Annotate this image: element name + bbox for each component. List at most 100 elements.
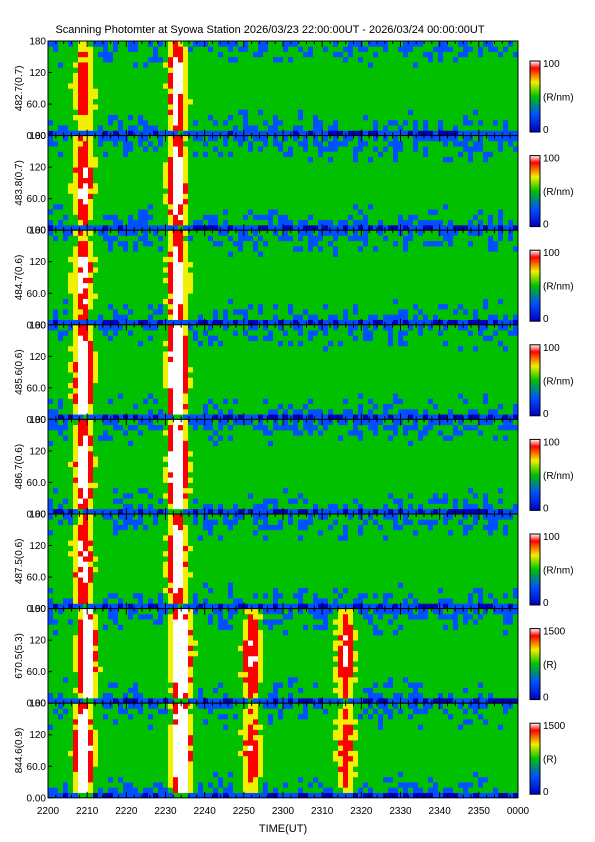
y-tick-label: 180 bbox=[29, 699, 46, 710]
colorbar-max-label: 100 bbox=[543, 248, 560, 259]
x-axis: 2200 2210 2220 2230 2240 2250 2300 2310 2320 2330… bbox=[37, 806, 530, 817]
colorbar bbox=[529, 533, 541, 606]
colorbar-unit-label: (R/nm) bbox=[543, 93, 574, 104]
x-tick-label: 2200 bbox=[37, 806, 60, 817]
colorbar-unit-label: (R) bbox=[543, 660, 557, 671]
x-tick-label: 2330 bbox=[389, 806, 412, 817]
panel-1: 0.00 60.0 120 180 482.7(0.7) 100 0 (R/nm) bbox=[14, 37, 574, 143]
colorbar bbox=[529, 722, 541, 795]
x-tick-label: 2240 bbox=[194, 806, 217, 817]
panel-6: 0.00 60.0 120 180 487.5(0.6) 100 0 (R/nm) bbox=[14, 510, 574, 616]
intensity-cells bbox=[48, 41, 519, 136]
colorbar-unit-label: (R/nm) bbox=[543, 376, 574, 387]
y-tick-label: 120 bbox=[29, 257, 46, 268]
y-tick-label: 0.00 bbox=[27, 793, 47, 804]
x-tick-label: 2310 bbox=[311, 806, 334, 817]
colorbar-max-label: 100 bbox=[543, 154, 560, 165]
colorbar bbox=[529, 628, 541, 701]
colorbar bbox=[529, 438, 541, 511]
colorbar-unit-label: (R/nm) bbox=[543, 471, 574, 482]
colorbar bbox=[529, 249, 541, 322]
panel-ylabel: 485.6(0.6) bbox=[14, 349, 25, 395]
colorbar-min-label: 0 bbox=[543, 125, 549, 136]
intensity-cells bbox=[48, 135, 519, 231]
colorbar-max-label: 100 bbox=[543, 59, 560, 70]
colorbar-max-label: 100 bbox=[543, 437, 560, 448]
y-tick-label: 60.0 bbox=[27, 100, 47, 111]
colorbar bbox=[529, 60, 541, 133]
y-tick-label: 180 bbox=[29, 320, 46, 331]
panel-7: 0.00 60.0 120 180 670.5(5.3) 1500 0 (R) bbox=[14, 604, 566, 710]
panel-4: 0.00 60.0 120 180 485.6(0.6) 100 0 (R/nm) bbox=[14, 320, 574, 426]
panel-8: 0.00 60.0 120 180 844.6(0.9) 1500 0 (R) bbox=[14, 699, 566, 805]
panel-2: 0.00 60.0 120 180 483.8(0.7) 100 0 (R/nm) bbox=[14, 131, 574, 237]
x-tick-label: 2320 bbox=[350, 806, 373, 817]
colorbar-min-label: 0 bbox=[543, 503, 549, 514]
x-axis-label: TIME(UT) bbox=[259, 823, 307, 835]
panel-5: 0.00 60.0 120 180 486.7(0.6) 100 0 (R/nm) bbox=[14, 415, 574, 521]
panel-ylabel: 487.5(0.6) bbox=[14, 539, 25, 585]
intensity-cells bbox=[48, 514, 519, 609]
x-tick-label: 2230 bbox=[154, 806, 177, 817]
colorbar-unit-label: (R/nm) bbox=[543, 187, 574, 198]
y-tick-label: 0.00 bbox=[27, 415, 47, 426]
y-tick-label: 0.00 bbox=[27, 699, 47, 710]
colorbar-max-label: 100 bbox=[543, 532, 560, 543]
colorbar-max-label: 1500 bbox=[543, 627, 566, 638]
y-tick-label: 60.0 bbox=[27, 194, 47, 205]
panel-ylabel: 484.7(0.6) bbox=[14, 255, 25, 301]
x-tick-label: 2220 bbox=[115, 806, 138, 817]
intensity-cells bbox=[48, 419, 519, 515]
colorbar-max-label: 1500 bbox=[543, 721, 566, 732]
y-tick-label: 180 bbox=[29, 131, 46, 142]
panel-ylabel: 483.8(0.7) bbox=[14, 160, 25, 206]
y-tick-label: 60.0 bbox=[27, 762, 47, 773]
panel-ylabel: 482.7(0.7) bbox=[14, 66, 25, 112]
y-tick-label: 180 bbox=[29, 604, 46, 615]
y-tick-label: 0.00 bbox=[27, 131, 47, 142]
panel-ylabel: 670.5(5.3) bbox=[14, 633, 25, 679]
y-tick-label: 0.00 bbox=[27, 320, 47, 331]
y-tick-label: 0.00 bbox=[27, 510, 47, 521]
colorbar bbox=[529, 344, 541, 417]
x-tick-label: 2250 bbox=[233, 806, 256, 817]
y-tick-label: 60.0 bbox=[27, 289, 47, 300]
panel-ylabel: 486.7(0.6) bbox=[14, 444, 25, 490]
colorbar-max-label: 100 bbox=[543, 343, 560, 354]
panels-group: 0.00 60.0 120 180 482.7(0.7) 100 0 (R/nm) 0.00 60… bbox=[14, 37, 574, 805]
y-tick-label: 120 bbox=[29, 352, 46, 363]
chart-title: Scanning Photomter at Syowa Station 2026… bbox=[55, 24, 485, 36]
y-tick-label: 120 bbox=[29, 446, 46, 457]
y-tick-label: 120 bbox=[29, 636, 46, 647]
intensity-cells bbox=[48, 608, 519, 704]
y-tick-label: 60.0 bbox=[27, 573, 47, 584]
y-tick-label: 120 bbox=[29, 68, 46, 79]
y-tick-label: 0.00 bbox=[27, 604, 47, 615]
x-tick-label: 0000 bbox=[507, 806, 530, 817]
colorbar-min-label: 0 bbox=[543, 314, 549, 325]
intensity-cells bbox=[48, 230, 519, 326]
colorbar-unit-label: (R) bbox=[543, 755, 557, 766]
colorbar-unit-label: (R/nm) bbox=[543, 282, 574, 293]
y-tick-label: 120 bbox=[29, 541, 46, 552]
colorbar-min-label: 0 bbox=[543, 598, 549, 609]
y-tick-label: 120 bbox=[29, 730, 46, 741]
intensity-cells bbox=[48, 703, 519, 799]
x-tick-label: 2300 bbox=[272, 806, 295, 817]
y-tick-label: 180 bbox=[29, 37, 46, 48]
y-tick-label: 60.0 bbox=[27, 667, 47, 678]
colorbar-unit-label: (R/nm) bbox=[543, 566, 574, 577]
colorbar-min-label: 0 bbox=[543, 220, 549, 231]
panel-3: 0.00 60.0 120 180 484.7(0.6) 100 0 (R/nm) bbox=[14, 226, 574, 332]
y-tick-label: 0.00 bbox=[27, 226, 47, 237]
x-tick-label: 2340 bbox=[429, 806, 452, 817]
y-tick-label: 60.0 bbox=[27, 478, 47, 489]
colorbar bbox=[529, 155, 541, 228]
x-tick-label: 2210 bbox=[76, 806, 99, 817]
colorbar-min-label: 0 bbox=[543, 409, 549, 420]
y-tick-label: 180 bbox=[29, 415, 46, 426]
y-tick-label: 60.0 bbox=[27, 383, 47, 394]
y-tick-label: 180 bbox=[29, 226, 46, 237]
colorbar-min-label: 0 bbox=[543, 693, 549, 704]
